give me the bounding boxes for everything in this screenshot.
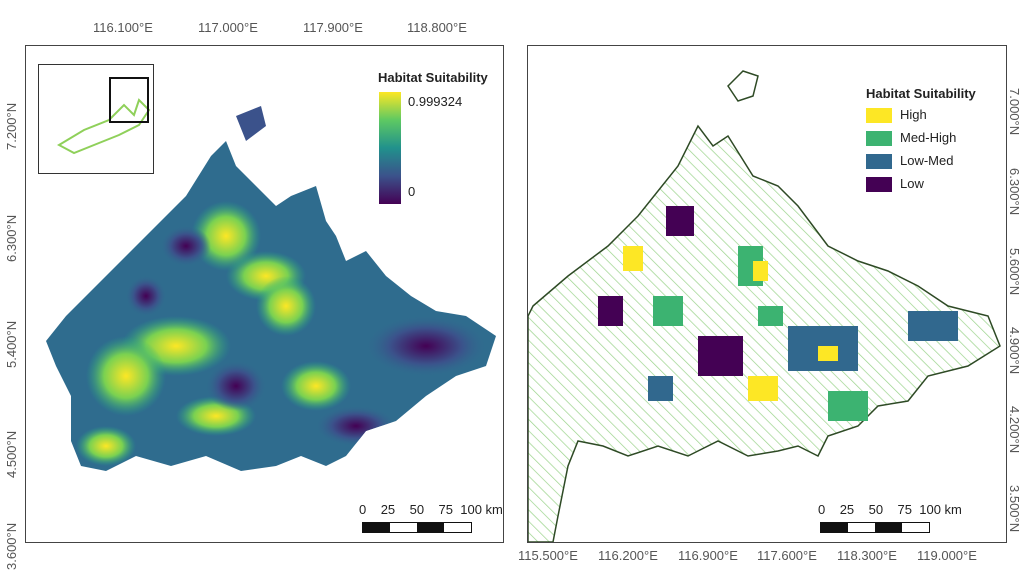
- scalebar-label: 100 km: [919, 502, 962, 517]
- legend-title: Habitat Suitability: [866, 86, 976, 101]
- scalebar-label: 25: [380, 502, 396, 517]
- top-tick-label: 118.800°E: [407, 20, 467, 35]
- classified-map-canvas: [528, 70, 1001, 542]
- right-tick-label: 4.900°N: [1007, 327, 1022, 375]
- legend-title: Habitat Suitability: [378, 70, 488, 85]
- scalebar-label: 100 km: [460, 502, 503, 517]
- top-tick-label: 117.900°E: [303, 20, 363, 35]
- legend-min-value: 0: [408, 184, 416, 199]
- scalebar-label: 50: [409, 502, 425, 517]
- legend-label-med-high: Med-High: [900, 130, 957, 145]
- legend-label-low-med: Low-Med: [900, 153, 954, 168]
- inset-extent-box: [109, 77, 149, 123]
- scalebar-label: 75: [897, 502, 912, 517]
- continuous-map-canvas: [46, 106, 496, 471]
- inset-map: [56, 98, 151, 155]
- bottom-tick-label: 115.500°E: [518, 548, 578, 563]
- habitat-suitability-classified-map: Habitat Suitability High Med-High Low-Me…: [527, 45, 1007, 543]
- left-tick-label: 4.500°N: [4, 430, 19, 478]
- bottom-tick-label: 119.000°E: [917, 548, 977, 563]
- bottom-tick-label: 118.300°E: [837, 548, 897, 563]
- bottom-tick-label: 116.200°E: [598, 548, 658, 563]
- legend-label-low: Low: [900, 176, 924, 191]
- bottom-tick-label: 116.900°E: [678, 548, 738, 563]
- legend-max-value: 0.999324: [408, 94, 463, 109]
- right-tick-label: 5.600°N: [1007, 248, 1022, 296]
- legend-label-high: High: [900, 107, 927, 122]
- legend-swatch-low: [866, 177, 892, 192]
- legend-swatch-high: [866, 108, 892, 123]
- scalebar: [820, 522, 930, 533]
- legend-swatch-med-high: [866, 131, 892, 146]
- top-tick-label: 116.100°E: [93, 20, 153, 35]
- right-tick-label: 3.500°N: [1007, 485, 1022, 533]
- habitat-suitability-continuous-map: Habitat Suitability 0.999324 0 0 25 50 7…: [25, 45, 504, 543]
- right-tick-label: 6.300°N: [1007, 168, 1022, 216]
- right-tick-label: 4.200°N: [1007, 406, 1022, 454]
- left-tick-label: 3.600°N: [4, 522, 19, 570]
- top-tick-label: 117.000°E: [198, 20, 258, 35]
- bottom-tick-label: 117.600°E: [757, 548, 817, 563]
- scalebar-labels: 0 25 50 75 100 km: [359, 502, 503, 517]
- locator-inset: [38, 64, 154, 174]
- scalebar: [362, 522, 472, 533]
- left-tick-label: 6.300°N: [4, 214, 19, 262]
- legend-gradient-bar: [379, 92, 401, 204]
- left-tick-label: 5.400°N: [4, 320, 19, 368]
- scalebar-label: 0: [359, 502, 367, 517]
- left-tick-label: 7.200°N: [4, 102, 19, 150]
- right-tick-label: 7.000°N: [1007, 88, 1022, 136]
- scalebar-label: 75: [438, 502, 453, 517]
- scalebar-label: 25: [839, 502, 855, 517]
- scalebar-label: 0: [818, 502, 826, 517]
- scalebar-label: 50: [868, 502, 884, 517]
- scalebar-labels: 0 25 50 75 100 km: [818, 502, 962, 517]
- legend-swatch-low-med: [866, 154, 892, 169]
